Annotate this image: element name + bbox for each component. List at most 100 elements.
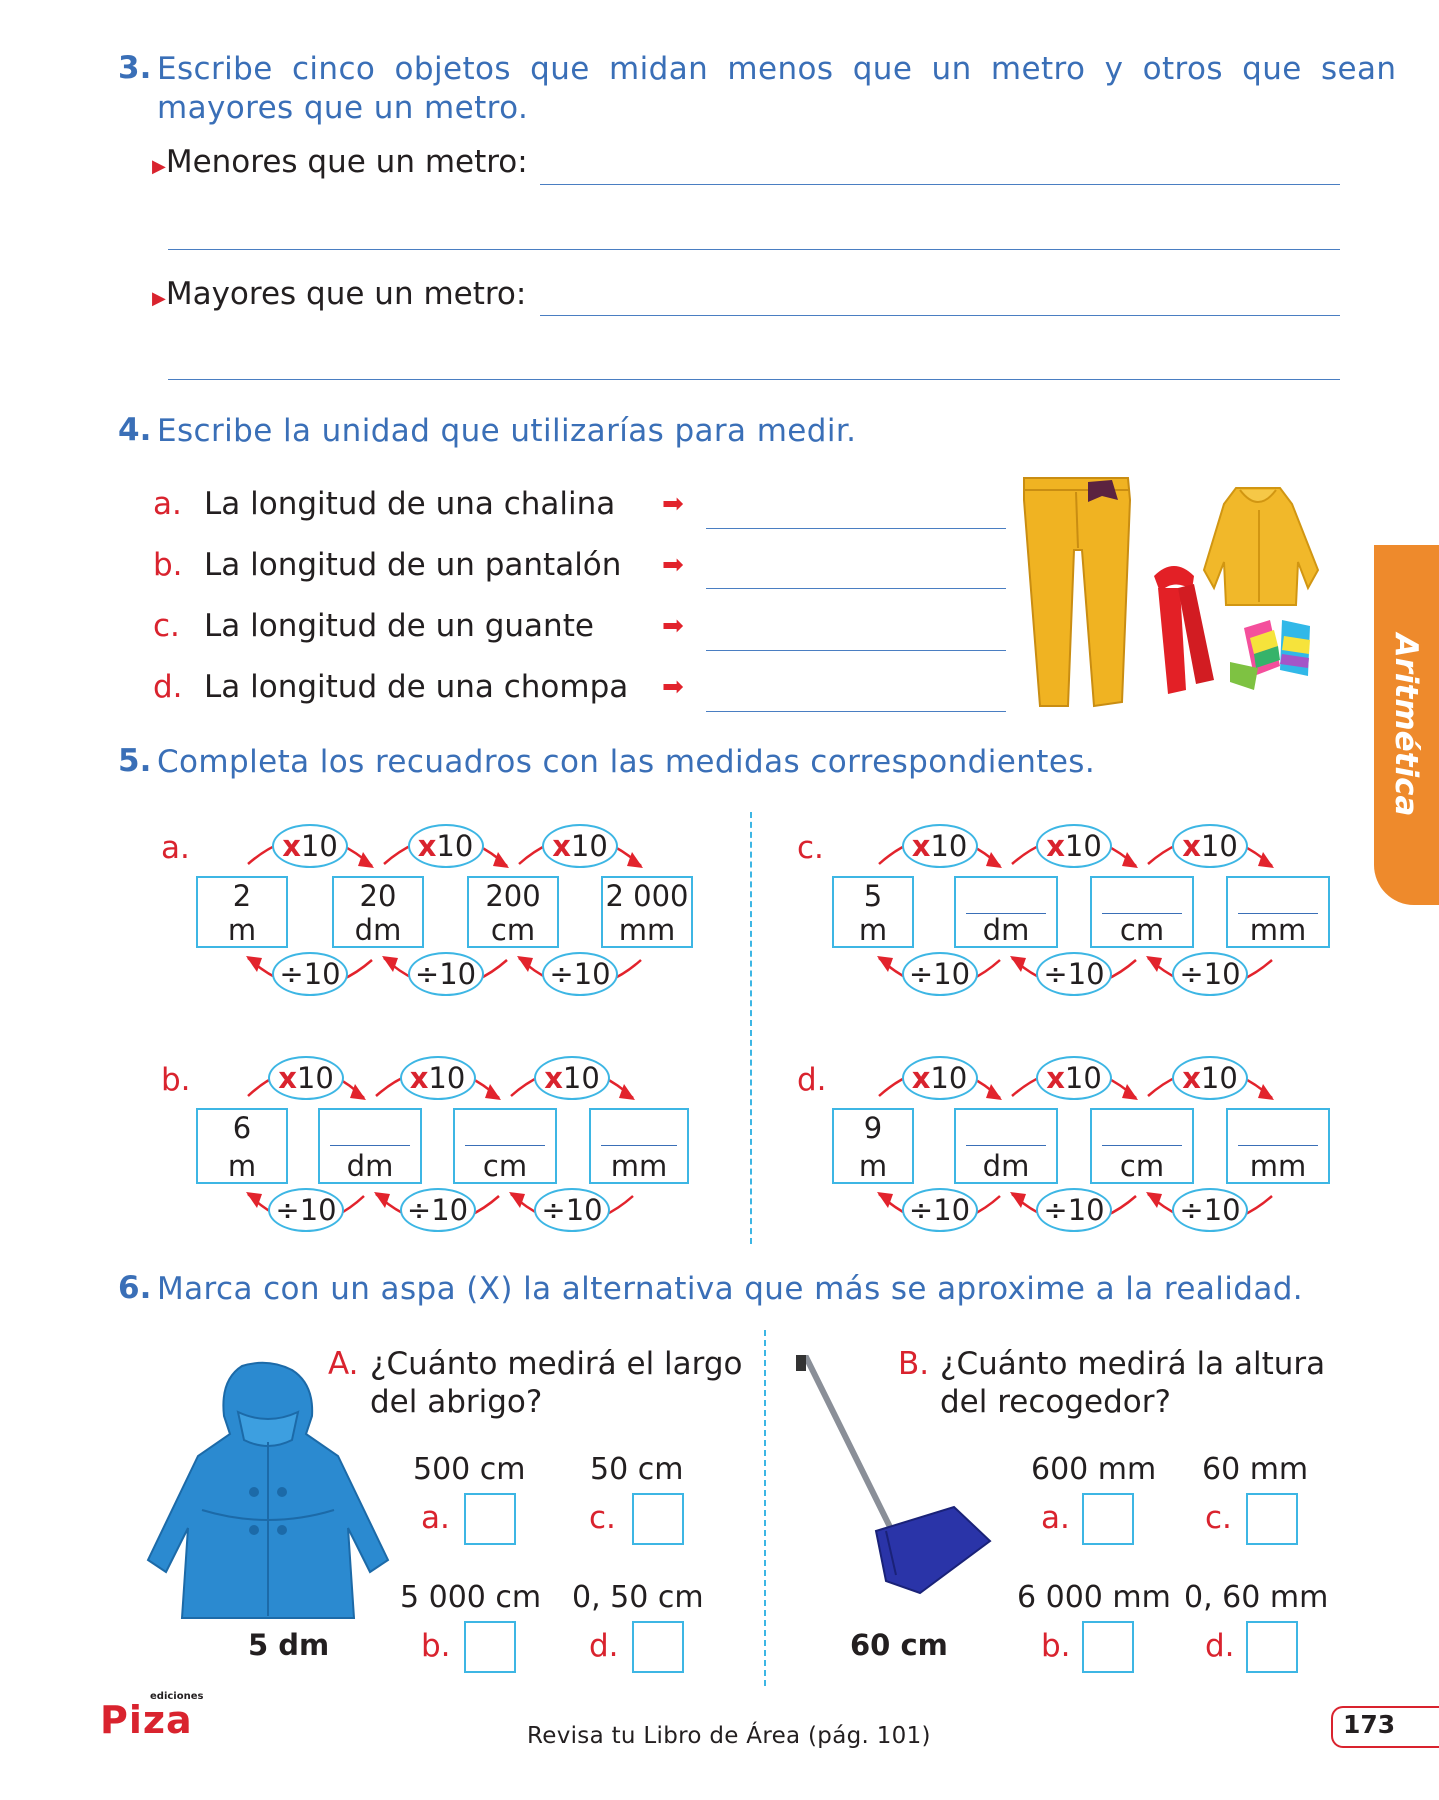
divide-icon: ÷	[908, 957, 934, 991]
arrowhead-icon	[627, 852, 643, 868]
q6-divider	[764, 1330, 766, 1686]
q4-text: Escribe la unidad que utilizarías para m…	[157, 413, 857, 449]
arrowhead-icon	[986, 852, 1002, 868]
divide-icon: ÷	[1179, 1193, 1204, 1227]
q6A-option-value: 5 000 cm	[400, 1580, 542, 1615]
divide-icon: ÷	[1179, 957, 1204, 991]
factor: 10	[1200, 829, 1238, 863]
arrowhead-icon	[986, 1084, 1002, 1100]
measure-unit: dm	[346, 1149, 394, 1183]
arrowhead-icon	[246, 1192, 262, 1208]
q6A-checkbox-c[interactable]	[632, 1493, 684, 1545]
scarf-icon	[1154, 566, 1214, 694]
factor: 10	[1064, 829, 1102, 863]
q6A-checkbox-b[interactable]	[464, 1621, 516, 1673]
divide-oval: ÷10	[534, 1188, 610, 1232]
answer-blank[interactable]	[1102, 1145, 1182, 1146]
q5-measure-box: 20 dm	[332, 876, 424, 948]
answer-blank[interactable]	[465, 1145, 545, 1146]
q3-less-answer-line-1[interactable]	[540, 184, 1340, 185]
measure-unit: cm	[1119, 913, 1165, 947]
arrow-right-icon: ➡	[662, 489, 684, 519]
q6B-question-line1: ¿Cuánto medirá la altura	[940, 1346, 1326, 1382]
q5-measure-box[interactable]: cm	[1090, 876, 1194, 948]
q6B-checkbox-d[interactable]	[1246, 1621, 1298, 1673]
q5-measure-box[interactable]: mm	[589, 1108, 689, 1184]
q5-text: Completa los recuadros con las medidas c…	[157, 744, 1096, 780]
divide-icon: ÷	[279, 957, 304, 991]
q3-less-answer-line-2[interactable]	[168, 249, 1340, 250]
q6A-option-value: 50 cm	[590, 1452, 684, 1487]
answer-blank[interactable]	[966, 913, 1046, 914]
factor: 10	[933, 1193, 971, 1227]
q6B-option-letter: d.	[1205, 1628, 1235, 1664]
q5-measure-box[interactable]: dm	[954, 876, 1058, 948]
q4-answer-line-a[interactable]	[706, 528, 1006, 529]
coat-icon	[1202, 487, 1320, 606]
q5-measure-box[interactable]: mm	[1226, 1108, 1330, 1184]
answer-blank[interactable]	[330, 1145, 410, 1146]
divide-oval: ÷10	[1172, 952, 1248, 996]
multiply-icon: x	[544, 1061, 563, 1095]
q6B-image-caption: 60 cm	[850, 1628, 948, 1662]
arrowhead-icon	[358, 852, 374, 868]
q4-item-letter: b.	[153, 547, 183, 583]
arrowhead-icon	[382, 956, 398, 972]
q4-item-letter: a.	[153, 486, 182, 522]
q4-answer-line-c[interactable]	[706, 650, 1006, 651]
measure-value: 20	[359, 879, 397, 913]
q5-measure-box[interactable]: cm	[453, 1108, 557, 1184]
q6A-question-line2: del abrigo?	[370, 1384, 543, 1420]
q5-measure-box[interactable]: mm	[1226, 876, 1330, 948]
arrowhead-icon	[877, 1192, 893, 1208]
answer-blank[interactable]	[1102, 913, 1182, 914]
factor: 10	[562, 1061, 600, 1095]
q6A-checkbox-a[interactable]	[464, 1493, 516, 1545]
multiply-icon: x	[409, 1061, 429, 1095]
multiply-oval: x10	[1036, 1056, 1112, 1100]
q6A-question-line1: ¿Cuánto medirá el largo	[370, 1346, 743, 1382]
factor: 10	[303, 957, 341, 991]
multiply-icon: x	[552, 829, 571, 863]
footer-reference: Revisa tu Libro de Área (pág. 101)	[527, 1723, 931, 1749]
q5-measure-box[interactable]: dm	[954, 1108, 1058, 1184]
q5-measure-box[interactable]: cm	[1090, 1108, 1194, 1184]
multiply-icon: x	[282, 829, 301, 863]
answer-blank[interactable]	[601, 1145, 677, 1146]
q5-measure-box: 200 cm	[467, 876, 559, 948]
q6A-option-letter: a.	[421, 1500, 450, 1536]
coat-icon	[146, 1361, 390, 1619]
divide-icon: ÷	[414, 957, 440, 991]
multiply-icon: x	[1182, 829, 1201, 863]
arrow-right-icon: ➡	[662, 550, 684, 580]
arrowhead-icon	[1122, 1084, 1138, 1100]
q4-answer-line-b[interactable]	[706, 588, 1006, 589]
q3-more-answer-line-2[interactable]	[168, 379, 1340, 380]
q6A-option-value: 500 cm	[413, 1452, 526, 1487]
q3-text-line1: Escribe cinco objetos que midan menos qu…	[157, 51, 1397, 87]
q3-text-line2: mayores que un metro.	[157, 90, 529, 126]
q6B-checkbox-b[interactable]	[1082, 1621, 1134, 1673]
q6B-checkbox-a[interactable]	[1082, 1493, 1134, 1545]
answer-blank[interactable]	[1238, 1145, 1318, 1146]
q3-less-row: ▶Menores que un metro:	[152, 144, 528, 180]
multiply-oval: x10	[542, 824, 618, 868]
arrow-right-icon: ➡	[662, 672, 684, 702]
bullet-icon: ▶	[152, 156, 166, 177]
answer-blank[interactable]	[1238, 913, 1318, 914]
q4-answer-line-d[interactable]	[706, 711, 1006, 712]
divide-oval: ÷10	[407, 952, 484, 996]
q4-item-text: La longitud de un pantalón	[204, 547, 622, 583]
factor: 10	[428, 1061, 466, 1095]
page-number-frame	[1331, 1706, 1439, 1748]
measure-unit: m	[858, 913, 888, 947]
q6B-option-value: 0, 60 mm	[1184, 1580, 1329, 1615]
q5-measure-box[interactable]: dm	[318, 1108, 422, 1184]
measure-unit: cm	[490, 913, 536, 947]
q6B-checkbox-c[interactable]	[1246, 1493, 1298, 1545]
answer-blank[interactable]	[966, 1145, 1046, 1146]
dustpan-icon	[796, 1355, 992, 1595]
q6A-checkbox-d[interactable]	[632, 1621, 684, 1673]
q3-more-answer-line-1[interactable]	[540, 315, 1340, 316]
q3-less-label: Menores que un metro:	[165, 144, 528, 180]
